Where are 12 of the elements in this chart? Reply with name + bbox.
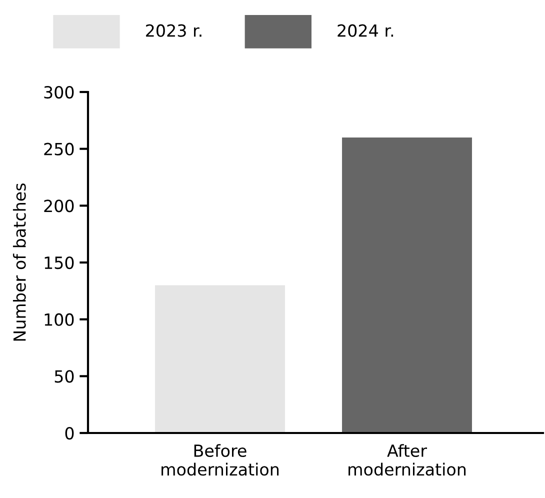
y-axis-title: Number of batches xyxy=(12,184,26,341)
x-tick-label: Before modernization xyxy=(162,444,279,476)
y-tick-label: 250 xyxy=(44,142,74,156)
y-tick-label: 100 xyxy=(44,313,74,326)
x-tick-label: After modernization xyxy=(348,444,466,476)
y-tick-label: 150 xyxy=(44,256,74,270)
y-tick-label: 300 xyxy=(44,86,74,99)
y-tick-label: 200 xyxy=(44,200,74,212)
y-tick-label: 50 xyxy=(54,370,74,383)
legend-label: 2024 r. xyxy=(338,24,394,37)
legend-label: 2023 r. xyxy=(146,24,202,37)
y-tick-label: 0 xyxy=(65,426,74,440)
